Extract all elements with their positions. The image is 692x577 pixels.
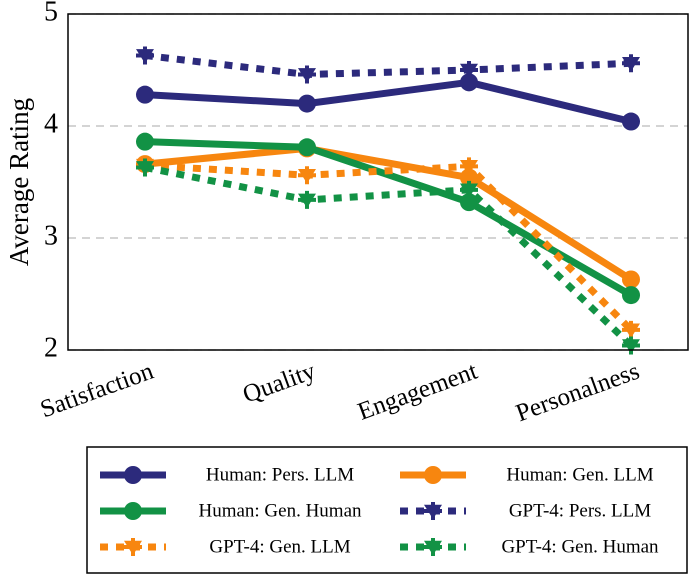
- x-tick-label: Satisfaction: [37, 357, 158, 423]
- x-tick-label: Quality: [239, 357, 319, 408]
- point: [298, 65, 316, 84]
- y-axis-label: Average Rating: [4, 98, 34, 266]
- marker-cross: [424, 502, 442, 520]
- legend-box: [86, 446, 688, 574]
- y-tick-label: 3: [44, 220, 58, 251]
- point: [298, 166, 316, 185]
- series-line: [144, 78, 632, 125]
- point: [298, 190, 316, 209]
- legend-item: Human: Pers. LLM: [100, 464, 354, 485]
- point: [622, 54, 640, 73]
- point: [424, 466, 442, 484]
- point: [460, 157, 478, 176]
- legend-label: Human: Pers. LLM: [206, 464, 354, 485]
- point: [460, 61, 478, 79]
- point: [136, 85, 154, 104]
- legend-label: GPT-4: Pers. LLM: [509, 500, 651, 521]
- x-tick-label: Engagement: [354, 358, 481, 426]
- legend: Human: Pers. LLM Human: Gen. LLM Human: Ge…: [86, 446, 688, 574]
- series-line: [144, 138, 633, 299]
- legend-label: Human: Gen. Human: [198, 500, 362, 521]
- legend-item: Human: Gen. LLM: [400, 464, 654, 485]
- point: [136, 132, 154, 151]
- series-line: [144, 51, 632, 78]
- point: [124, 502, 142, 520]
- point: [424, 502, 442, 520]
- marker-cross: [424, 538, 442, 556]
- legend-label: Human: Gen. LLM: [506, 464, 653, 485]
- marker-cross: [460, 180, 478, 199]
- series-line: [144, 144, 633, 283]
- point: [460, 180, 478, 199]
- legend-item: GPT-4: Gen. LLM: [100, 536, 351, 557]
- point: [298, 94, 316, 113]
- legend-label: GPT-4: Gen. LLM: [209, 536, 350, 557]
- marker-cross: [298, 166, 316, 185]
- series-line: [144, 164, 634, 349]
- point: [124, 466, 142, 484]
- marker-cross: [460, 61, 478, 79]
- marker-cross: [136, 158, 154, 177]
- point: [136, 158, 154, 177]
- series-line: [144, 161, 634, 333]
- legend-label: GPT-4: Gen. Human: [501, 536, 659, 557]
- marker-cross: [622, 54, 640, 73]
- legend-item: Human: Gen. Human: [100, 500, 362, 521]
- marker-cross: [124, 538, 142, 556]
- plot-frame: [67, 13, 689, 351]
- y-tick-label: 4: [44, 108, 58, 139]
- y-tick-label: 2: [44, 332, 58, 363]
- point: [424, 538, 442, 556]
- point: [124, 538, 142, 556]
- point: [622, 112, 640, 131]
- point: [460, 73, 478, 92]
- point: [622, 320, 640, 339]
- point: [622, 286, 640, 305]
- marker-cross: [622, 336, 640, 355]
- point: [460, 168, 478, 187]
- legend-item: GPT-4: Gen. Human: [400, 536, 659, 557]
- point: [136, 46, 154, 65]
- marker-cross: [298, 65, 316, 84]
- point: [298, 138, 316, 157]
- x-tick-label: Personalness: [512, 358, 643, 428]
- marker-cross: [622, 320, 640, 339]
- y-tick-label: 5: [44, 0, 58, 27]
- point: [622, 270, 640, 289]
- point: [622, 336, 640, 355]
- marker-cross: [136, 46, 154, 65]
- legend-item: GPT-4: Pers. LLM: [400, 500, 651, 521]
- marker-cross: [460, 157, 478, 176]
- marker-cross: [298, 190, 316, 209]
